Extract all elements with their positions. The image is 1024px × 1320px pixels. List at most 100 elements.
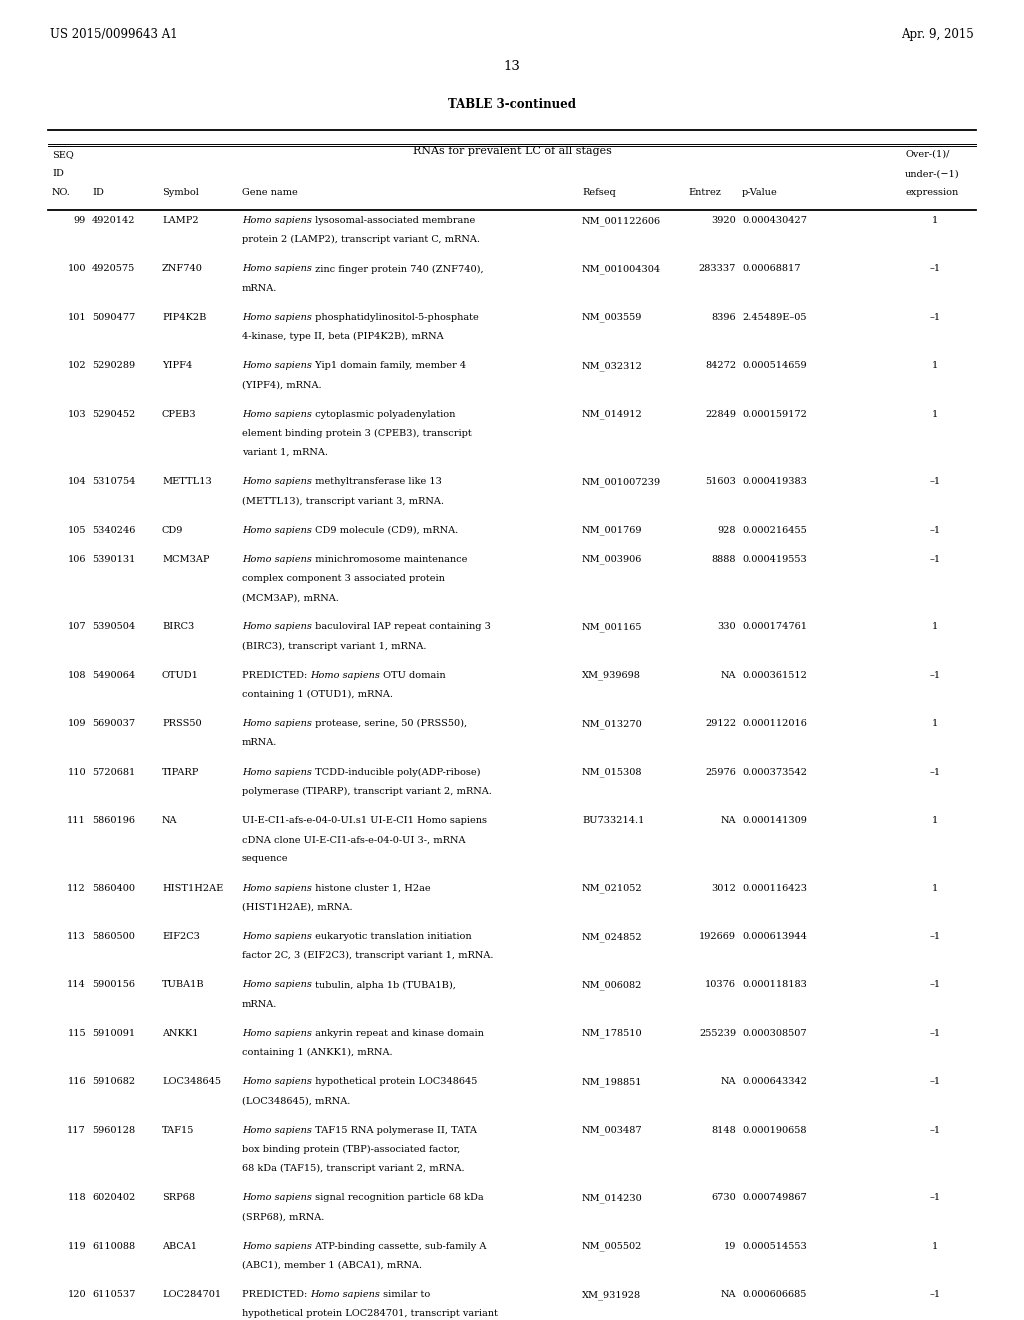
Text: –1: –1 — [930, 981, 941, 990]
Text: Homo sapiens: Homo sapiens — [242, 768, 312, 776]
Text: 0.000190658: 0.000190658 — [742, 1126, 807, 1135]
Text: 4920575: 4920575 — [92, 264, 135, 273]
Text: CD9 molecule (CD9), mRNA.: CD9 molecule (CD9), mRNA. — [312, 525, 458, 535]
Text: methyltransferase like 13: methyltransferase like 13 — [312, 478, 441, 486]
Text: 112: 112 — [68, 883, 86, 892]
Text: 0.000613944: 0.000613944 — [742, 932, 807, 941]
Text: ZNF740: ZNF740 — [162, 264, 203, 273]
Text: 192669: 192669 — [699, 932, 736, 941]
Text: 8148: 8148 — [712, 1126, 736, 1135]
Text: Homo sapiens: Homo sapiens — [242, 478, 312, 486]
Text: 5290289: 5290289 — [92, 362, 135, 370]
Text: OTUD1: OTUD1 — [162, 671, 199, 680]
Text: LOC284701: LOC284701 — [162, 1290, 221, 1299]
Text: (MCM3AP), mRNA.: (MCM3AP), mRNA. — [242, 593, 339, 602]
Text: 1: 1 — [932, 816, 938, 825]
Text: 0.000419553: 0.000419553 — [742, 554, 807, 564]
Text: 68 kDa (TAF15), transcript variant 2, mRNA.: 68 kDa (TAF15), transcript variant 2, mR… — [242, 1164, 465, 1173]
Text: (HIST1H2AE), mRNA.: (HIST1H2AE), mRNA. — [242, 903, 352, 912]
Text: PREDICTED:: PREDICTED: — [242, 671, 310, 680]
Text: 5860196: 5860196 — [92, 816, 135, 825]
Text: 1: 1 — [932, 623, 938, 631]
Text: under-(−1): under-(−1) — [905, 169, 959, 178]
Text: CD9: CD9 — [162, 525, 183, 535]
Text: 6110537: 6110537 — [92, 1290, 135, 1299]
Text: 0.000141309: 0.000141309 — [742, 816, 807, 825]
Text: 5900156: 5900156 — [92, 981, 135, 990]
Text: sequence: sequence — [242, 854, 289, 863]
Text: ABCA1: ABCA1 — [162, 1242, 197, 1250]
Text: EIF2C3: EIF2C3 — [162, 932, 200, 941]
Text: (SRP68), mRNA.: (SRP68), mRNA. — [242, 1212, 325, 1221]
Text: eukaryotic translation initiation: eukaryotic translation initiation — [312, 932, 471, 941]
Text: Homo sapiens: Homo sapiens — [242, 719, 312, 729]
Text: NM_024852: NM_024852 — [582, 932, 643, 941]
Text: Yip1 domain family, member 4: Yip1 domain family, member 4 — [312, 362, 466, 370]
Text: Homo sapiens: Homo sapiens — [242, 525, 312, 535]
Text: Homo sapiens: Homo sapiens — [242, 932, 312, 941]
Text: 5390504: 5390504 — [92, 623, 135, 631]
Text: 0.000749867: 0.000749867 — [742, 1193, 807, 1203]
Text: Homo sapiens: Homo sapiens — [242, 554, 312, 564]
Text: TAF15: TAF15 — [162, 1126, 195, 1135]
Text: 330: 330 — [718, 623, 736, 631]
Text: Apr. 9, 2015: Apr. 9, 2015 — [901, 28, 974, 41]
Text: Gene name: Gene name — [242, 189, 298, 198]
Text: 1: 1 — [932, 719, 938, 729]
Text: 51603: 51603 — [706, 478, 736, 486]
Text: TCDD-inducible poly(ADP-ribose): TCDD-inducible poly(ADP-ribose) — [312, 768, 480, 776]
Text: NM_003559: NM_003559 — [582, 313, 642, 322]
Text: NM_003487: NM_003487 — [582, 1126, 643, 1135]
Text: 6110088: 6110088 — [92, 1242, 135, 1250]
Text: 19: 19 — [724, 1242, 736, 1250]
Text: –1: –1 — [930, 671, 941, 680]
Text: Homo sapiens: Homo sapiens — [310, 671, 380, 680]
Text: 0.000514553: 0.000514553 — [742, 1242, 807, 1250]
Text: (LOC348645), mRNA.: (LOC348645), mRNA. — [242, 1097, 350, 1105]
Text: containing 1 (ANKK1), mRNA.: containing 1 (ANKK1), mRNA. — [242, 1048, 392, 1057]
Text: NM_001007239: NM_001007239 — [582, 478, 662, 487]
Text: XM_939698: XM_939698 — [582, 671, 641, 681]
Text: Homo sapiens: Homo sapiens — [242, 1242, 312, 1250]
Text: BIRC3: BIRC3 — [162, 623, 195, 631]
Text: Entrez: Entrez — [688, 189, 721, 198]
Text: 5690037: 5690037 — [92, 719, 135, 729]
Text: hypothetical protein LOC284701, transcript variant: hypothetical protein LOC284701, transcri… — [242, 1309, 498, 1319]
Text: Homo sapiens: Homo sapiens — [242, 313, 312, 322]
Text: 84272: 84272 — [705, 362, 736, 370]
Text: element binding protein 3 (CPEB3), transcript: element binding protein 3 (CPEB3), trans… — [242, 429, 472, 438]
Text: HIST1H2AE: HIST1H2AE — [162, 883, 223, 892]
Text: NM_198851: NM_198851 — [582, 1077, 642, 1086]
Text: METTL13: METTL13 — [162, 478, 212, 486]
Text: Homo sapiens: Homo sapiens — [242, 409, 312, 418]
Text: 5290452: 5290452 — [92, 409, 135, 418]
Text: Homo sapiens: Homo sapiens — [242, 623, 312, 631]
Text: OTU domain: OTU domain — [380, 671, 445, 680]
Text: NM_001769: NM_001769 — [582, 525, 642, 536]
Text: 108: 108 — [68, 671, 86, 680]
Text: 6730: 6730 — [712, 1193, 736, 1203]
Text: 103: 103 — [68, 409, 86, 418]
Text: 3012: 3012 — [711, 883, 736, 892]
Text: 8888: 8888 — [712, 554, 736, 564]
Text: 100: 100 — [68, 264, 86, 273]
Text: (METTL13), transcript variant 3, mRNA.: (METTL13), transcript variant 3, mRNA. — [242, 496, 444, 506]
Text: NO.: NO. — [52, 189, 71, 198]
Text: –1: –1 — [930, 525, 941, 535]
Text: 0.000159172: 0.000159172 — [742, 409, 807, 418]
Text: 0.000373542: 0.000373542 — [742, 768, 807, 776]
Text: 102: 102 — [68, 362, 86, 370]
Text: 1: 1 — [932, 409, 938, 418]
Text: 110: 110 — [68, 768, 86, 776]
Text: PREDICTED:: PREDICTED: — [242, 1290, 310, 1299]
Text: mRNA.: mRNA. — [242, 738, 278, 747]
Text: –1: –1 — [930, 478, 941, 486]
Text: Homo sapiens: Homo sapiens — [242, 1193, 312, 1203]
Text: 114: 114 — [68, 981, 86, 990]
Text: LOC348645: LOC348645 — [162, 1077, 221, 1086]
Text: 6020402: 6020402 — [92, 1193, 135, 1203]
Text: complex component 3 associated protein: complex component 3 associated protein — [242, 574, 444, 583]
Text: baculoviral IAP repeat containing 3: baculoviral IAP repeat containing 3 — [312, 623, 490, 631]
Text: factor 2C, 3 (EIF2C3), transcript variant 1, mRNA.: factor 2C, 3 (EIF2C3), transcript varian… — [242, 952, 494, 961]
Text: ID: ID — [52, 169, 63, 178]
